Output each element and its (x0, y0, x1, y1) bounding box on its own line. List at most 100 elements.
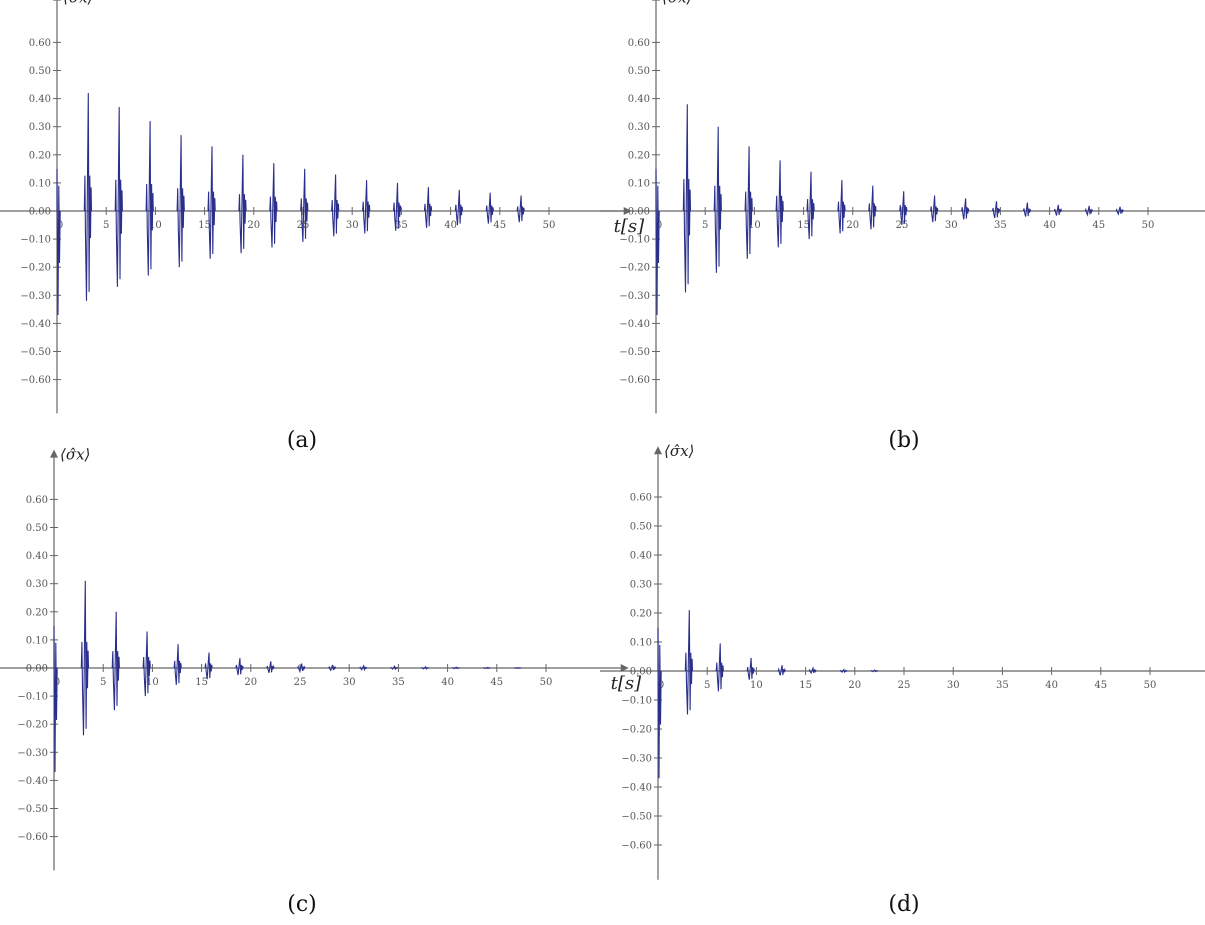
oscillation-burst (516, 195, 525, 223)
x-tick-label: 25 (898, 680, 911, 691)
oscillation-burst (837, 180, 846, 234)
y-tick-label: 0.40 (29, 94, 51, 105)
y-tick-label: 0.10 (29, 178, 51, 189)
oscillation-burst (930, 195, 939, 223)
oscillation-burst (362, 180, 371, 234)
x-tick-label: 25 (896, 220, 909, 231)
y-axis-arrow (53, 0, 61, 1)
y-axis-arrow (652, 0, 660, 1)
y-tick-label: 0.40 (26, 551, 48, 562)
oscillation-burst (1053, 204, 1063, 216)
chart-d: 0.60 0.50 0.40 0.30 0.20 0.10 0.00 −0.10 −0.20 −0… (600, 442, 1205, 880)
x-tick-label: 5 (702, 220, 708, 231)
y-tick-label: 0.60 (26, 495, 48, 506)
chart-panel-d: 0.60 0.50 0.40 0.30 0.20 0.10 0.00 −0.10 −0.20 −0… (600, 442, 1205, 924)
y-tick-label: 0.20 (630, 609, 652, 620)
x-axis-label: t[s] (614, 216, 645, 237)
oscillation-burst (173, 644, 182, 685)
oscillation-burst (1115, 206, 1124, 216)
oscillation-burst (868, 185, 877, 230)
y-axis-arrow (50, 449, 58, 458)
chart-b: 0.60 0.50 0.40 0.30 0.20 0.10 0.00 −0.10 −0.20 −0… (600, 0, 1205, 414)
y-axis-label: ⟨σ̂x⟩ (664, 442, 694, 460)
y-tick-label: 0.60 (29, 38, 51, 49)
y-tick-label: −0.50 (17, 804, 48, 815)
oscillation-burst (657, 627, 662, 779)
y-tick-label: 0.10 (26, 635, 48, 646)
oscillation-burst (53, 625, 58, 772)
y-tick-label: −0.10 (17, 692, 48, 703)
oscillation-burst (56, 168, 61, 315)
y-tick-label: −0.40 (621, 783, 652, 794)
y-axis-label: ⟨σ̂x⟩ (662, 0, 692, 7)
chart-panel-b: 0.60 0.50 0.40 0.30 0.20 0.10 0.00 −0.10 −0.20 −0… (600, 0, 1205, 462)
y-tick-label: 0.50 (26, 523, 48, 534)
x-tick-label: 20 (848, 680, 861, 691)
oscillation-burst (145, 121, 154, 276)
oscillation-burst (297, 663, 306, 674)
x-tick-label: 5 (704, 680, 710, 691)
oscillation-burst (744, 146, 753, 259)
oscillation-burst (114, 106, 123, 287)
y-axis-label: ⟨σ̂x⟩ (63, 0, 93, 7)
oscillation-burst (421, 665, 429, 670)
y-tick-label: −0.10 (619, 235, 650, 246)
x-tick-label: 10 (146, 677, 159, 688)
x-tick-label: 10 (748, 220, 761, 231)
x-tick-label: 5 (103, 220, 109, 231)
oscillation-burst (454, 189, 464, 226)
x-tick-label: 50 (540, 677, 553, 688)
y-tick-label: −0.30 (17, 748, 48, 759)
oscillation-burst (238, 154, 247, 254)
y-tick-label: −0.20 (20, 263, 51, 274)
y-tick-label: −0.20 (619, 263, 650, 274)
oscillation-burst (514, 666, 522, 669)
x-tick-label: 35 (395, 220, 408, 231)
oscillation-burst (684, 610, 694, 715)
oscillation-burst (204, 652, 213, 680)
caption-b: (b) (888, 428, 920, 453)
y-tick-label: 0.30 (630, 580, 652, 591)
y-tick-label: 0.00 (29, 207, 51, 218)
y-tick-label: 0.50 (628, 66, 650, 77)
y-tick-label: −0.30 (20, 291, 51, 302)
y-tick-label: 0.30 (29, 122, 51, 133)
y-tick-label: −0.50 (621, 812, 652, 823)
x-tick-label: 25 (294, 677, 307, 688)
oscillation-burst (777, 665, 786, 676)
y-tick-label: −0.50 (619, 347, 650, 358)
oscillation-burst (328, 664, 337, 672)
oscillation-burst (80, 580, 90, 736)
y-tick-label: −0.40 (17, 776, 48, 787)
oscillation-burst (269, 163, 278, 248)
oscillation-burst (83, 92, 93, 301)
y-tick-label: −0.10 (621, 696, 652, 707)
oscillation-burst (300, 168, 309, 242)
oscillation-burst (266, 661, 275, 673)
x-tick-label: 35 (994, 220, 1007, 231)
oscillation-burst (483, 666, 491, 670)
oscillation-burst (1084, 205, 1093, 217)
x-tick-label: 35 (392, 677, 405, 688)
x-tick-label: 50 (1142, 220, 1155, 231)
x-tick-label: 30 (343, 677, 356, 688)
oscillation-burst (331, 174, 340, 237)
x-tick-label: 30 (945, 220, 958, 231)
x-axis-label: t[s] (611, 673, 642, 694)
y-tick-label: −0.50 (20, 347, 51, 358)
y-tick-label: 0.10 (628, 178, 650, 189)
x-tick-label: 15 (799, 680, 812, 691)
y-tick-label: 0.20 (628, 150, 650, 161)
y-axis-label: ⟨σ̂x⟩ (60, 446, 90, 464)
y-tick-label: −0.60 (20, 375, 51, 386)
oscillation-burst (775, 160, 784, 248)
y-tick-label: −0.30 (619, 291, 650, 302)
x-tick-label: 15 (797, 220, 810, 231)
chart-panel-a: 0.60 0.50 0.40 0.30 0.20 0.10 0.00 −0.10 −0.20 −0… (0, 0, 645, 462)
oscillation-burst (392, 182, 402, 231)
oscillation-burst (746, 657, 755, 680)
x-tick-label: 50 (543, 220, 556, 231)
y-tick-label: −0.20 (621, 725, 652, 736)
oscillation-burst (713, 126, 722, 273)
x-tick-label: 45 (1092, 220, 1105, 231)
